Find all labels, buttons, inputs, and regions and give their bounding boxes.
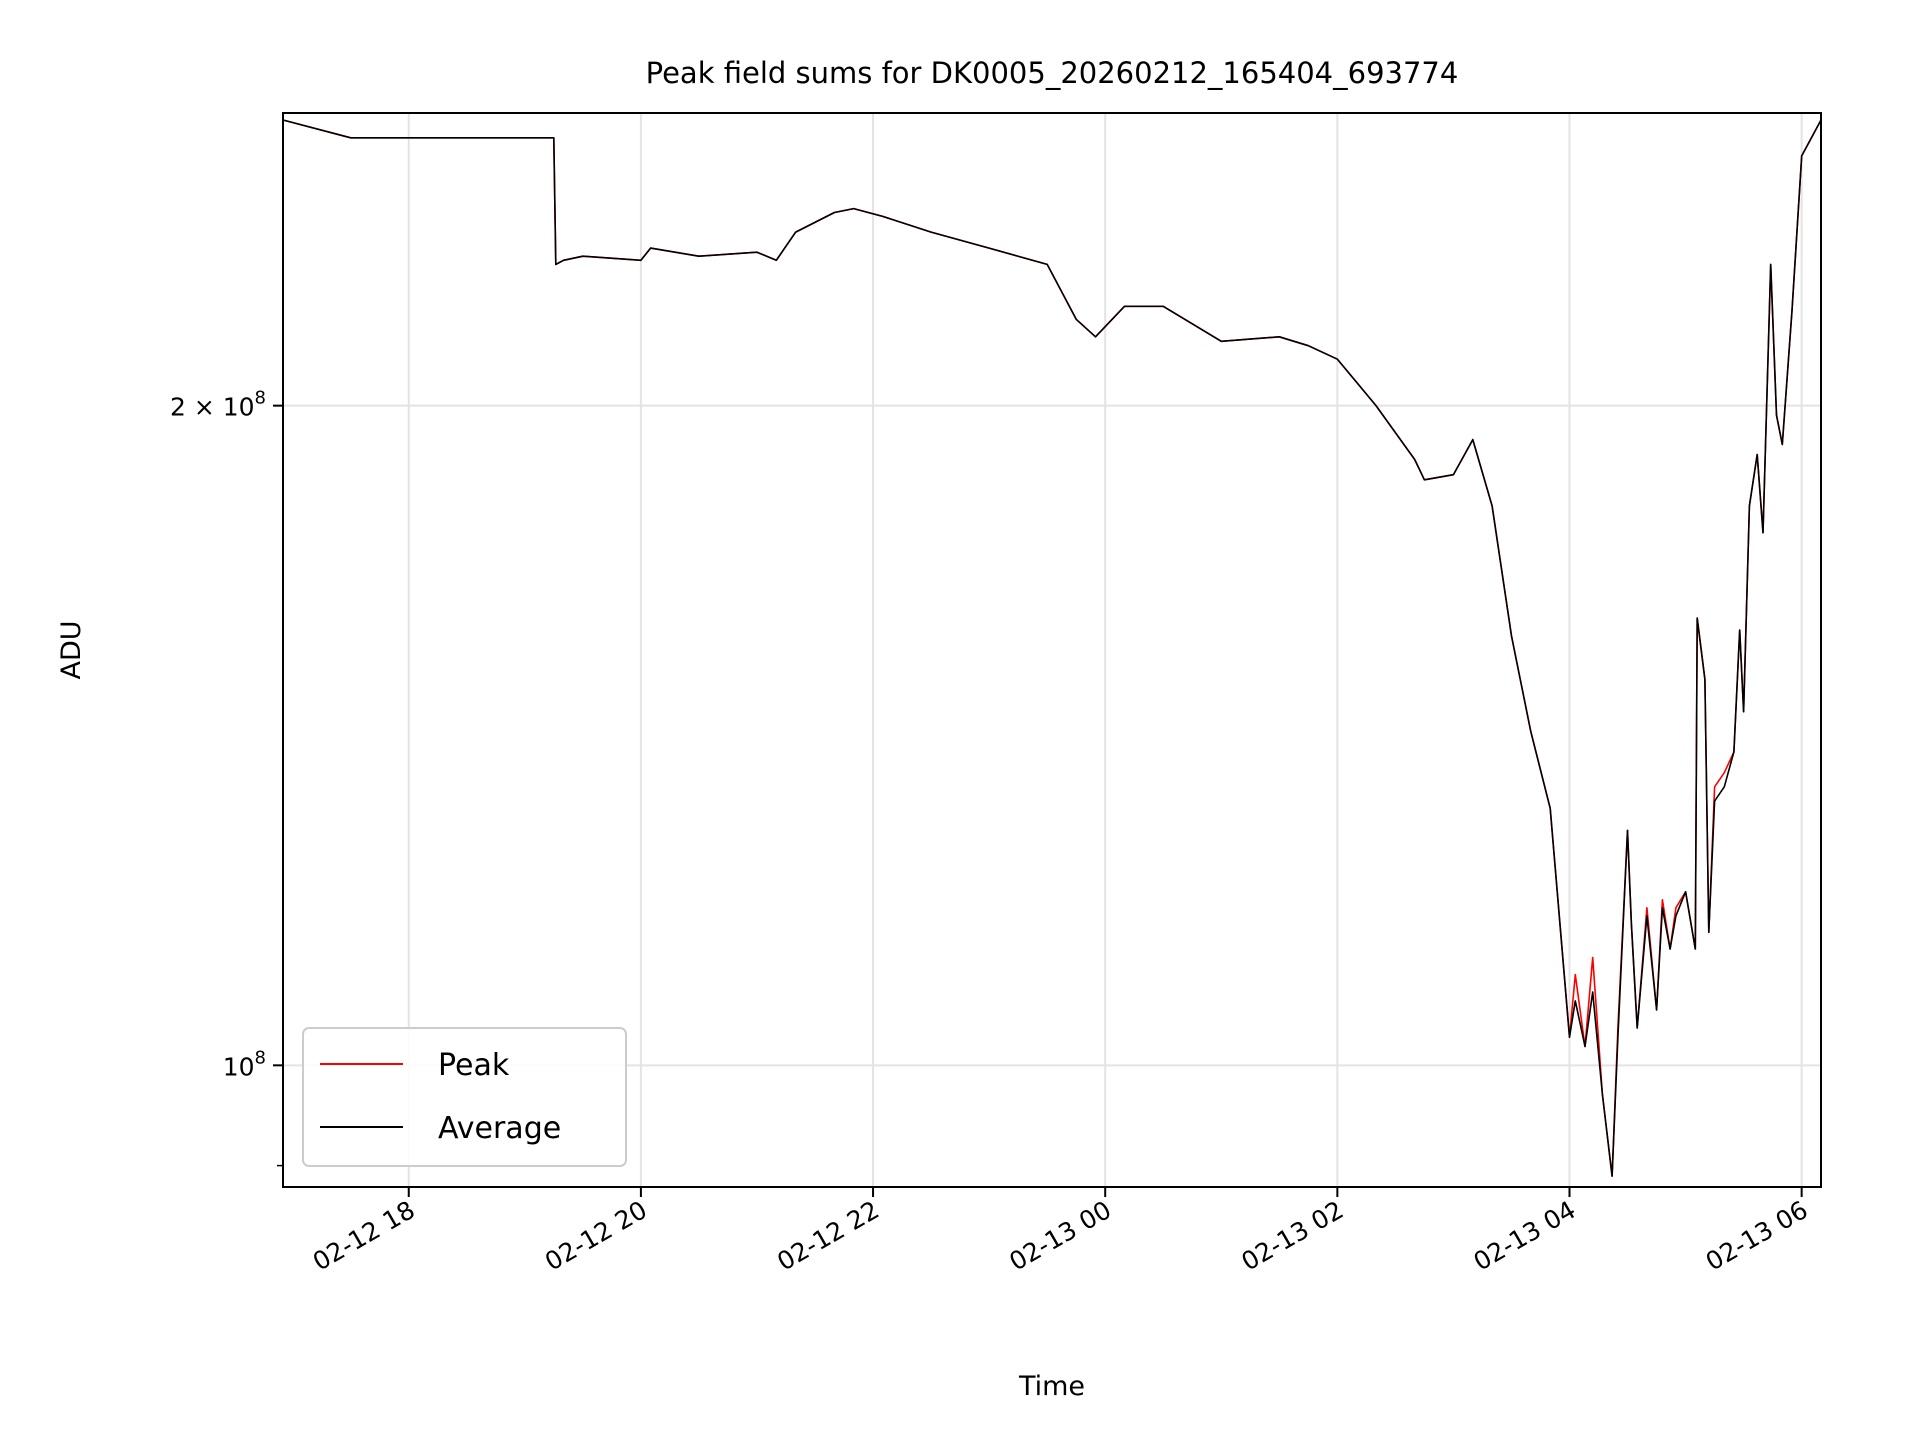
x-tick-label: 02-12 18 bbox=[308, 1195, 420, 1276]
x-tick-label: 02-13 02 bbox=[1237, 1195, 1349, 1276]
series-line-average bbox=[282, 119, 1822, 1177]
y-tick-label: 108 bbox=[223, 1047, 266, 1081]
series-line-peak bbox=[282, 119, 1822, 1177]
legend: Peak Average bbox=[302, 1027, 627, 1167]
x-tick-label: 02-12 20 bbox=[540, 1195, 652, 1276]
y-tick-label: 2 × 108 bbox=[170, 388, 266, 422]
x-tick-label: 02-12 22 bbox=[772, 1195, 884, 1276]
x-axis-label: Time bbox=[1018, 1371, 1085, 1402]
chart-title: Peak field sums for DK0005_20260212_1654… bbox=[646, 56, 1459, 90]
x-axis: 02-12 18 02-12 20 02-12 22 02-13 00 02-13 02… bbox=[308, 1187, 1813, 1276]
series-layer bbox=[282, 119, 1822, 1177]
y-axis: 2 × 108 108 bbox=[170, 388, 283, 1167]
legend-box bbox=[302, 1027, 627, 1167]
legend-label-average: Average bbox=[438, 1111, 561, 1146]
plot-frame bbox=[282, 112, 1822, 1188]
x-tick-label: 02-13 04 bbox=[1469, 1195, 1581, 1276]
grid bbox=[283, 113, 1821, 1187]
x-tick-label: 02-13 00 bbox=[1004, 1195, 1116, 1276]
x-tick-label: 02-13 06 bbox=[1701, 1195, 1813, 1276]
legend-label-peak: Peak bbox=[438, 1048, 510, 1083]
y-axis-label: ADU bbox=[56, 620, 87, 679]
